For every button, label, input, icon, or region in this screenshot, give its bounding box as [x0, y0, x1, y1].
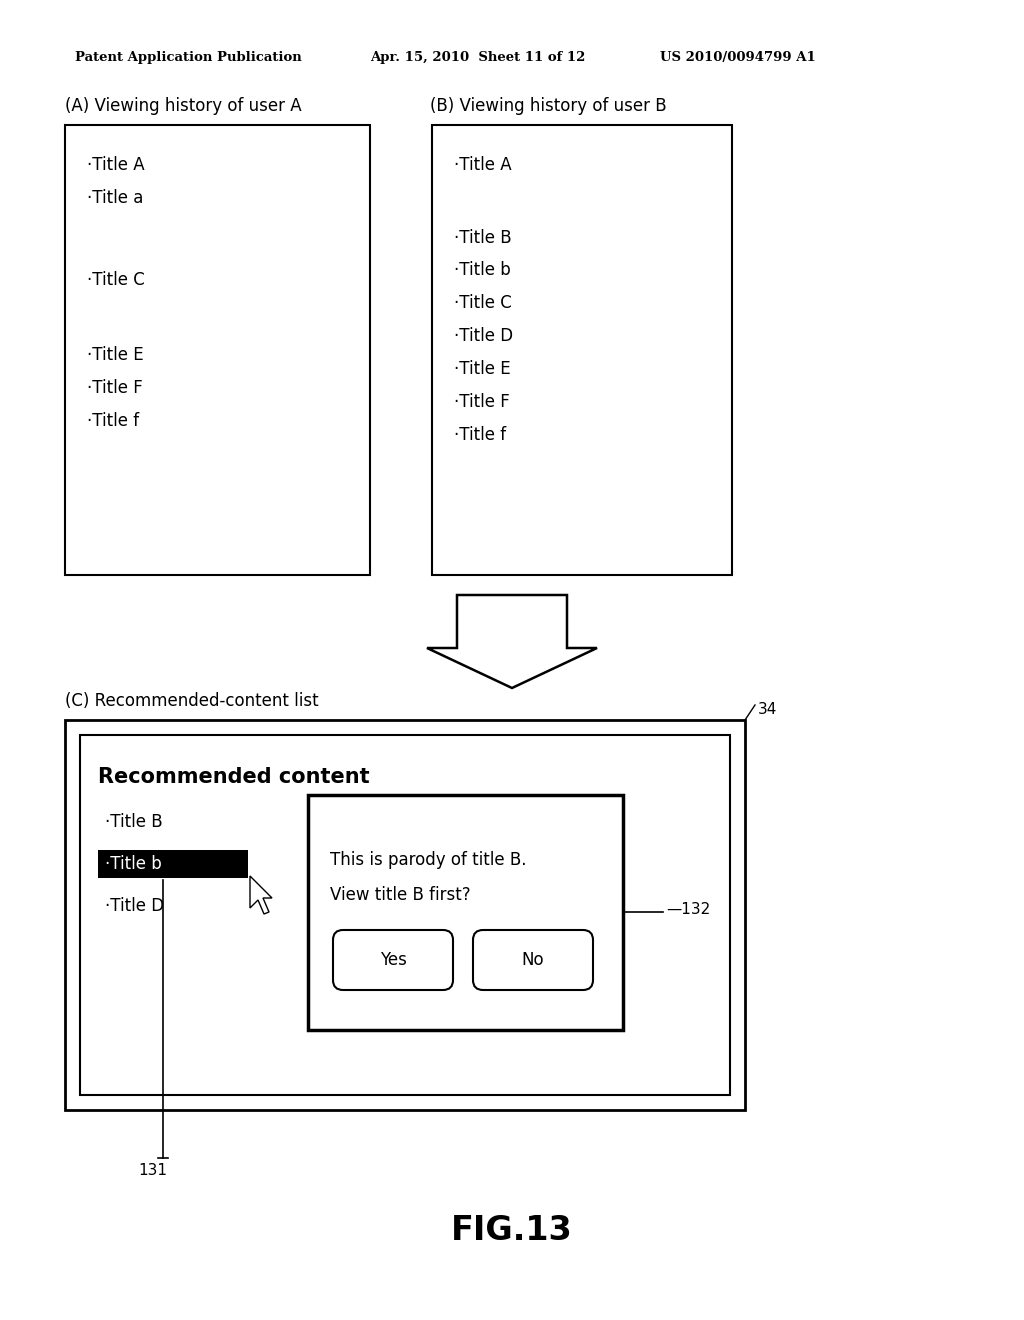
- Text: ·Title D: ·Title D: [105, 898, 164, 915]
- Text: ·Title F: ·Title F: [87, 379, 142, 397]
- Polygon shape: [250, 876, 272, 913]
- Text: (A) Viewing history of user A: (A) Viewing history of user A: [65, 96, 302, 115]
- Text: ·Title F: ·Title F: [454, 393, 510, 411]
- Text: Patent Application Publication: Patent Application Publication: [75, 51, 302, 65]
- Text: 34: 34: [758, 702, 777, 717]
- Polygon shape: [427, 595, 597, 688]
- Text: ·Title a: ·Title a: [87, 189, 143, 207]
- Text: No: No: [521, 950, 545, 969]
- Bar: [98, 850, 248, 878]
- Text: ·Title E: ·Title E: [454, 360, 511, 378]
- Bar: [308, 795, 623, 1030]
- Text: Recommended content: Recommended content: [98, 767, 370, 787]
- Text: —132: —132: [666, 903, 711, 917]
- Text: (C) Recommended-content list: (C) Recommended-content list: [65, 692, 318, 710]
- Text: View title B first?: View title B first?: [330, 886, 471, 904]
- Text: ·Title b: ·Title b: [105, 855, 162, 873]
- FancyBboxPatch shape: [333, 931, 453, 990]
- Text: This is parody of title B.: This is parody of title B.: [330, 851, 526, 869]
- Bar: [80, 735, 730, 1096]
- Text: ·Title E: ·Title E: [87, 346, 143, 364]
- Text: ·Title f: ·Title f: [454, 426, 506, 444]
- Text: ·Title C: ·Title C: [454, 294, 512, 312]
- Text: ·Title C: ·Title C: [87, 271, 144, 289]
- Text: US 2010/0094799 A1: US 2010/0094799 A1: [660, 51, 816, 65]
- Text: Apr. 15, 2010  Sheet 11 of 12: Apr. 15, 2010 Sheet 11 of 12: [370, 51, 586, 65]
- Text: ·Title A: ·Title A: [454, 156, 512, 174]
- Text: ·Title b: ·Title b: [454, 261, 511, 279]
- FancyBboxPatch shape: [473, 931, 593, 990]
- Text: (B) Viewing history of user B: (B) Viewing history of user B: [430, 96, 667, 115]
- Bar: [65, 125, 370, 576]
- Text: ·Title B: ·Title B: [454, 228, 512, 247]
- Text: 131: 131: [138, 1163, 168, 1177]
- Text: ·Title D: ·Title D: [454, 327, 513, 345]
- Text: FIG.13: FIG.13: [452, 1213, 572, 1246]
- Text: ·Title f: ·Title f: [87, 412, 139, 430]
- Bar: [432, 125, 732, 576]
- Text: ·Title B: ·Title B: [105, 813, 163, 832]
- Text: ·Title A: ·Title A: [87, 156, 144, 174]
- Text: Yes: Yes: [380, 950, 407, 969]
- Bar: [65, 719, 745, 1110]
